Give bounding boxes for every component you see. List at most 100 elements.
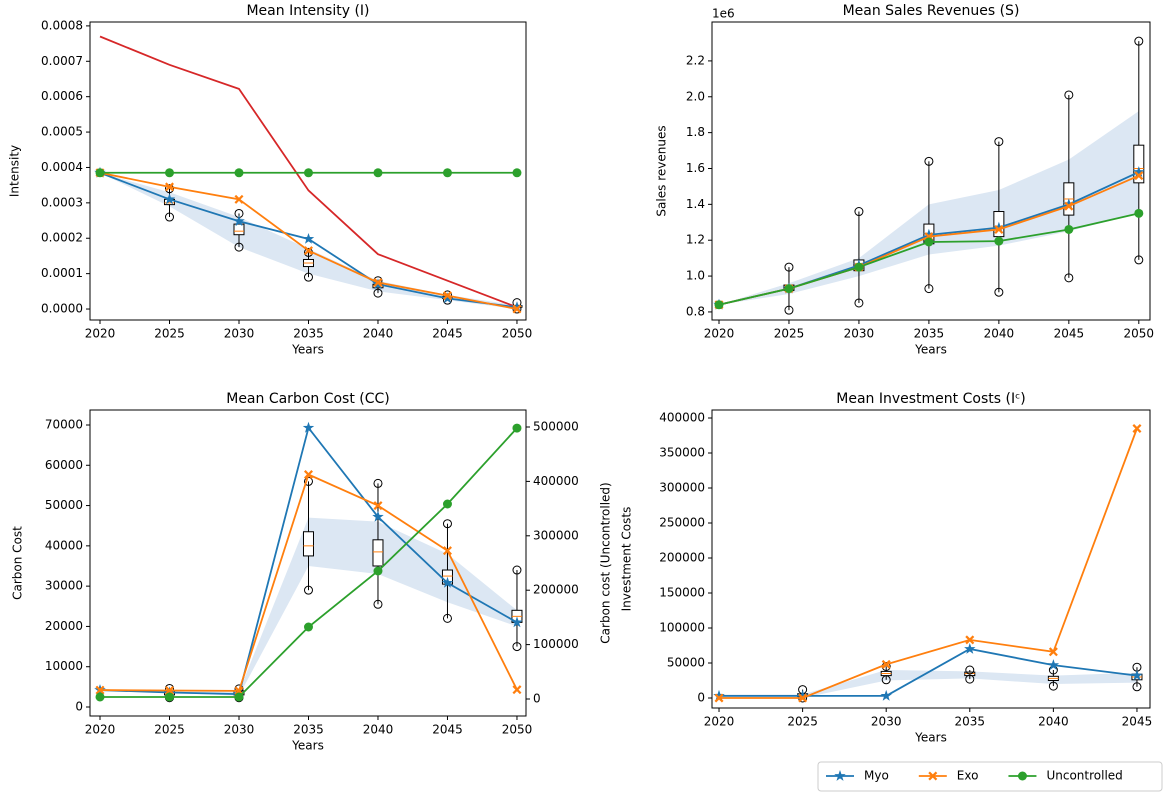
y-tick-label: 30000: [45, 579, 83, 593]
marker: [798, 693, 808, 703]
marker: [302, 233, 315, 244]
x-tick-label: 2035: [293, 327, 324, 341]
y-tick-label: 2.2: [686, 53, 705, 67]
y2-tick-label: 0: [533, 692, 541, 706]
x-axis-label: Years: [914, 343, 947, 357]
x-tick-label: 2030: [224, 723, 255, 737]
plot-area: [713, 424, 1143, 703]
marker: [303, 246, 313, 256]
y-tick-label: 150000: [659, 586, 705, 600]
outlier: [1134, 255, 1144, 265]
y-tick-label: 0.0008: [41, 18, 83, 32]
x-tick-label: 2025: [787, 715, 818, 729]
axes-frame: [711, 409, 1151, 709]
outlier: [854, 207, 864, 217]
x-axis-label: Years: [291, 739, 324, 753]
outlier: [303, 585, 313, 595]
marker: [442, 291, 452, 301]
marker: [1133, 166, 1145, 177]
outlier: [373, 288, 383, 298]
subplot-title: Mean Investment Costs (Iᶜ): [836, 391, 1025, 407]
box: [302, 531, 314, 557]
y-tick-label: 1.0: [686, 269, 705, 283]
y2-tick-label: 500000: [533, 420, 579, 434]
y2-axis-label: Carbon cost (Uncontrolled): [599, 482, 613, 643]
outlier: [994, 287, 1004, 297]
band: [100, 172, 517, 310]
plot-area: [713, 36, 1145, 315]
marker: [234, 692, 244, 702]
y-tick-label: 0.0006: [41, 89, 83, 103]
marker: [796, 689, 809, 701]
marker: [373, 566, 383, 576]
marker: [1132, 424, 1142, 434]
marker: [994, 236, 1004, 246]
marker: [965, 635, 975, 645]
outlier: [784, 262, 794, 272]
subplot-title: Mean Intensity (I): [246, 3, 369, 19]
legend-label: Exo: [957, 769, 979, 783]
series-line: [719, 648, 1138, 697]
x-tick-label: 2045: [1122, 715, 1153, 729]
marker: [95, 692, 105, 702]
marker: [512, 685, 522, 695]
y-tick-label: 1.4: [686, 197, 705, 211]
x-tick-label: 2035: [914, 327, 945, 341]
series-line: [719, 428, 1138, 699]
x-tick-label: 2020: [704, 327, 735, 341]
y-tick-label: 2.0: [686, 89, 705, 103]
box: [1133, 144, 1145, 184]
legend: Myo Exo Uncontrolled: [817, 761, 1163, 792]
y-tick-label: 50000: [45, 498, 83, 512]
marker: [442, 168, 452, 178]
plot-area: [94, 35, 523, 314]
marker: [1017, 771, 1027, 781]
x-tick-label: 2025: [154, 327, 185, 341]
marker: [511, 301, 523, 313]
x-tick-label: 2045: [432, 327, 463, 341]
y-tick-label: 400000: [659, 411, 705, 425]
marker: [373, 168, 383, 178]
marker: [714, 300, 724, 310]
marker: [1134, 208, 1144, 218]
y-tick-label: 40000: [45, 538, 83, 552]
marker: [234, 168, 244, 178]
marker: [993, 221, 1005, 233]
marker: [964, 643, 976, 654]
outlier: [1064, 273, 1074, 283]
marker: [784, 284, 794, 294]
outlier: [512, 642, 522, 652]
marker: [373, 501, 383, 511]
x-tick-label: 2030: [224, 327, 255, 341]
axes-frame: [711, 21, 1151, 321]
marker: [163, 193, 176, 205]
marker: [442, 546, 452, 556]
x-tick-label: 2030: [844, 327, 875, 341]
marker: [1134, 171, 1144, 181]
plot-area: [94, 421, 523, 703]
subplot: 2020 2025 2030 2035 2040 2045 2050 0.0000 0.0001…: [8, 3, 533, 357]
marker: [372, 510, 384, 522]
outlier: [924, 156, 934, 166]
y-tick-label: 0.0001: [41, 266, 83, 280]
y-axis-label: Investment Costs: [620, 507, 634, 612]
outlier: [1048, 681, 1058, 691]
marker: [713, 689, 725, 701]
outlier: [1064, 90, 1074, 100]
outlier: [442, 613, 452, 623]
marker: [880, 689, 892, 701]
y-tick-label: 0.0005: [41, 125, 83, 139]
y-tick-label: 1.6: [686, 161, 705, 175]
marker: [923, 228, 935, 240]
marker: [95, 685, 105, 695]
marker: [881, 659, 891, 669]
outlier: [234, 242, 244, 252]
outlier: [373, 478, 383, 488]
x-tick-label: 2020: [704, 715, 735, 729]
marker: [1131, 669, 1143, 681]
x-tick-label: 2025: [774, 327, 805, 341]
marker: [1047, 659, 1060, 670]
subplot: 2020 2025 2030 2035 2040 2045 2050 0 10000 20000 3…: [11, 391, 613, 753]
x-tick-label: 2050: [1124, 327, 1155, 341]
subplot: 2020 2025 2030 2035 2040 2045 2050 0.8 1.0 1.2 1.4…: [655, 3, 1155, 357]
